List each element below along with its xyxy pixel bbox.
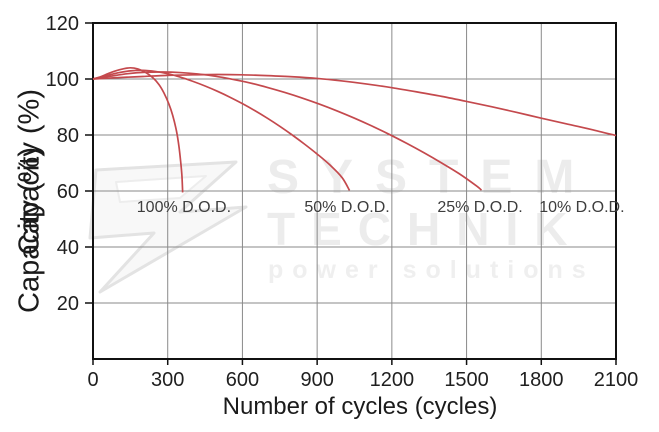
dod-annotation-label: 25% D.O.D. (437, 199, 522, 216)
y-tick-label: 60 (57, 181, 79, 203)
swoosh-flash-inner-shape (115, 175, 207, 203)
watermark-text-power-solutions: power solutions (268, 256, 595, 284)
y-axis-title-copy-2: Capacity (%) (13, 147, 46, 313)
x-tick-label: 1500 (444, 369, 489, 391)
curve-10-d-o-d (92, 73, 617, 137)
y-tick-label: 120 (46, 13, 79, 35)
dod-annotation-label: 10% D.O.D. (539, 199, 624, 216)
x-tick-label: 1800 (519, 369, 564, 391)
curve-25-d-o-d (92, 71, 483, 191)
x-tick-label: 900 (300, 369, 333, 391)
x-tick-label: 300 (151, 369, 184, 391)
dod-annotation-label: 100% D.O.D. (137, 199, 231, 216)
curve-50-d-o-d (92, 69, 351, 191)
x-tick-label: 0 (87, 369, 98, 391)
y-tick-label: 20 (57, 293, 79, 315)
x-tick-label: 1200 (370, 369, 415, 391)
dod-annotation-label: 50% D.O.D. (304, 199, 389, 216)
watermark-text-system: SYSTEM (267, 151, 597, 204)
y-tick-label: 40 (57, 237, 79, 259)
curve-100-d-o-d (92, 66, 184, 193)
x-axis-title: Number of cycles (cycles) (222, 393, 498, 420)
y-tick-label: 80 (57, 125, 79, 147)
y-tick-label: 100 (46, 69, 79, 91)
x-tick-label: 600 (226, 369, 259, 391)
x-tick-label: 2100 (594, 369, 639, 391)
